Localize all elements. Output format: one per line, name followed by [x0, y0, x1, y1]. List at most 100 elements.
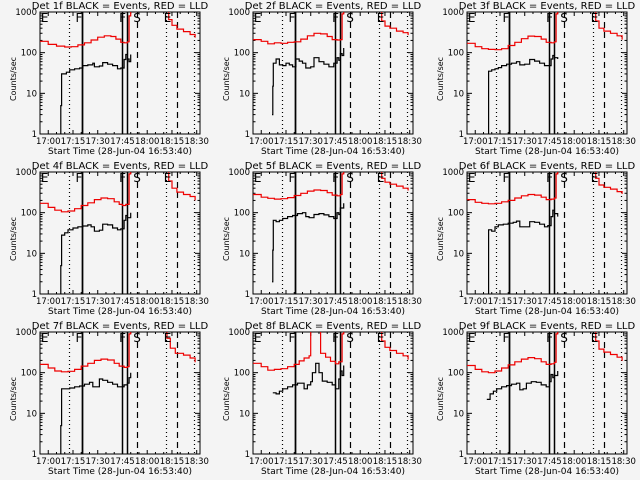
chart-title: Det 5f BLACK = Events, RED = LLD	[245, 161, 422, 172]
series-events-line	[60, 212, 132, 294]
x-tick-label: 18:00	[135, 297, 160, 307]
x-tick-label: 17:15	[274, 297, 299, 307]
chart-title: Det 2f BLACK = Events, RED = LLD	[245, 1, 422, 12]
x-tick-label: 17:00	[249, 457, 274, 467]
plot-area	[467, 332, 623, 454]
series-lld-line	[595, 12, 623, 40]
x-tick-label: 18:15	[160, 457, 185, 467]
marker-label: S	[560, 11, 568, 25]
x-tick-label: 18:30	[397, 457, 422, 467]
chart-panel-det-3: Det 3f BLACK = Events, RED = LLD 1 10 100 10…	[436, 1, 636, 157]
x-tick-label: 17:30	[512, 297, 537, 307]
marker-label: E	[377, 171, 385, 185]
x-tick-label: 18:30	[397, 297, 422, 307]
y-axis-label: Counts/sec	[436, 217, 445, 261]
series-events-line	[272, 48, 345, 116]
y-tick-label: 1	[32, 290, 37, 300]
x-tick-label: 17:45	[110, 457, 135, 467]
marker-label: F	[119, 11, 126, 25]
marker-label: F	[75, 331, 82, 345]
series-events-line	[60, 372, 132, 454]
x-tick-label: 18:30	[184, 297, 209, 307]
x-tick-label: 17:15	[488, 137, 513, 147]
y-tick-label: 100	[448, 49, 464, 59]
x-axis-label: Start Time (28-Jun-04 16:53:40)	[261, 147, 405, 157]
x-tick-label: 18:30	[397, 137, 422, 147]
x-tick-label: 18:00	[348, 297, 373, 307]
chart-title: Det 7f BLACK = Events, RED = LLD	[32, 321, 209, 332]
y-tick-label: 100	[448, 369, 464, 379]
series-events-line	[488, 209, 559, 294]
y-tick-label: 1000	[228, 8, 250, 18]
x-axis-label: Start Time (28-Jun-04 16:53:40)	[475, 467, 619, 477]
y-tick-label: 10	[453, 249, 464, 259]
y-tick-label: 1	[32, 130, 37, 140]
x-tick-label: 17:30	[512, 457, 537, 467]
x-tick-label: 18:15	[587, 137, 612, 147]
x-tick-label: 18:00	[562, 457, 587, 467]
chart-panel-det-1: Det 1f BLACK = Events, RED = LLD 1 10 100 10…	[9, 1, 209, 157]
marker-label: E	[468, 331, 476, 345]
series-lld-line	[40, 172, 132, 213]
series-events-line	[272, 362, 345, 395]
y-tick-label: 10	[239, 409, 250, 419]
chart-title: Det 6f BLACK = Events, RED = LLD	[459, 161, 636, 172]
marker-label: E	[591, 171, 599, 185]
marker-label: S	[133, 331, 141, 345]
series-lld-line	[320, 332, 345, 365]
x-axis-label: Start Time (28-Jun-04 16:53:40)	[261, 307, 405, 317]
plot-frame	[252, 331, 414, 455]
y-tick-label: 10	[26, 249, 37, 259]
x-tick-label: 18:15	[160, 297, 185, 307]
x-tick-label: 17:45	[537, 137, 562, 147]
x-tick-label: 17:30	[85, 297, 110, 307]
y-axis-label: Counts/sec	[9, 57, 18, 101]
x-tick-label: 18:00	[562, 137, 587, 147]
x-tick-label: 18:00	[135, 137, 160, 147]
marker-label: F	[502, 331, 509, 345]
marker-label: F	[332, 331, 339, 345]
x-tick-label: 17:30	[298, 457, 323, 467]
marker-label: S	[346, 11, 354, 25]
chart-title: Det 3f BLACK = Events, RED = LLD	[459, 1, 636, 12]
y-tick-label: 10	[26, 409, 37, 419]
marker-label: E	[41, 11, 49, 25]
x-tick-label: 18:30	[184, 457, 209, 467]
x-tick-label: 17:00	[249, 297, 274, 307]
x-tick-label: 18:15	[587, 297, 612, 307]
x-tick-label: 17:45	[323, 297, 348, 307]
y-tick-label: 10	[453, 89, 464, 99]
x-tick-label: 17:00	[463, 457, 488, 467]
x-axis-label: Start Time (28-Jun-04 16:53:40)	[48, 467, 192, 477]
plot-frame	[252, 171, 414, 295]
x-tick-label: 17:45	[537, 297, 562, 307]
series-lld-line	[253, 172, 345, 200]
marker-label: E	[164, 331, 172, 345]
marker-label: E	[254, 331, 262, 345]
x-tick-label: 17:45	[110, 137, 135, 147]
plot-frame	[252, 11, 414, 135]
y-tick-label: 10	[239, 89, 250, 99]
marker-label: F	[119, 331, 126, 345]
marker-label: E	[377, 11, 385, 25]
x-tick-label: 17:00	[36, 297, 61, 307]
series-lld-line	[168, 172, 196, 201]
plot-area	[253, 12, 409, 134]
marker-label: S	[346, 331, 354, 345]
series-lld-line	[40, 332, 132, 373]
series-lld-line	[595, 172, 623, 194]
x-tick-label: 17:30	[512, 137, 537, 147]
marker-label: S	[133, 11, 141, 25]
plot-frame	[466, 331, 628, 455]
x-tick-label: 17:00	[249, 137, 274, 147]
chart-title: Det 9f BLACK = Events, RED = LLD	[459, 321, 636, 332]
chart-panel-det-5: Det 5f BLACK = Events, RED = LLD 1 10 100 10…	[222, 161, 422, 317]
y-axis-label: Counts/sec	[436, 377, 445, 421]
x-tick-label: 18:30	[611, 457, 636, 467]
plot-frame	[466, 171, 628, 295]
y-tick-label: 10	[453, 409, 464, 419]
x-tick-label: 17:15	[274, 137, 299, 147]
marker-label: F	[288, 11, 295, 25]
x-tick-label: 17:15	[61, 297, 86, 307]
plot-area	[40, 172, 196, 294]
